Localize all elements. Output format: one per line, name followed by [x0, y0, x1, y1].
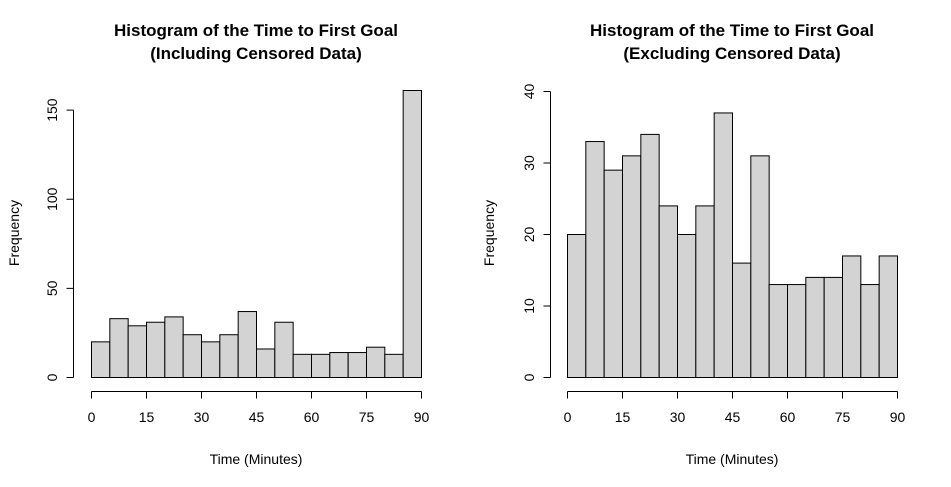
histogram-bar	[109, 318, 129, 379]
y-axis: 0 50 100 150	[44, 98, 74, 381]
histogram-bar	[732, 262, 752, 379]
histogram-bar	[329, 352, 349, 379]
histogram-bar	[384, 353, 404, 378]
histogram-bar	[787, 284, 807, 378]
histogram-excluding-censored: Histogram of the Time to First Goal (Exc…	[481, 21, 905, 467]
chart-title-line-2: (Including Censored Data)	[150, 44, 362, 63]
histogram-bar	[567, 234, 587, 378]
y-tick-label: 100	[44, 187, 60, 211]
y-axis-label: Frequency	[6, 200, 22, 266]
histogram-bar	[164, 316, 184, 379]
histogram-bar	[256, 348, 276, 379]
x-tick-label: 90	[414, 409, 430, 425]
y-axis: 0 10 20 30 40	[521, 84, 551, 381]
x-tick-label: 30	[670, 409, 686, 425]
x-axis: 0 15 30 45 60 75 90	[564, 391, 906, 425]
x-tick-label: 30	[194, 409, 210, 425]
x-tick-label: 75	[835, 409, 851, 425]
x-tick-label: 15	[615, 409, 631, 425]
y-tick-label: 0	[44, 373, 60, 381]
histogram-bar	[677, 234, 697, 378]
histogram-bar	[603, 169, 623, 378]
histogram-bar	[622, 155, 642, 378]
y-axis-label: Frequency	[481, 200, 497, 266]
y-tick-label: 150	[44, 98, 60, 122]
bars	[91, 90, 423, 379]
histogram-bar	[695, 205, 715, 378]
chart-title-line-1: Histogram of the Time to First Goal	[590, 21, 874, 40]
x-tick-label: 15	[139, 409, 155, 425]
histogram-bar	[750, 155, 770, 378]
histogram-bar	[878, 255, 898, 378]
x-tick-label: 90	[890, 409, 906, 425]
y-tick-label: 10	[521, 298, 537, 314]
histogram-bar	[347, 352, 368, 379]
chart-title-line-1: Histogram of the Time to First Goal	[114, 21, 398, 40]
x-tick-label: 45	[725, 409, 741, 425]
x-axis: 0 15 30 45 60 75 90	[88, 391, 430, 425]
histogram-bar	[182, 334, 202, 378]
histogram-bar	[127, 325, 147, 378]
x-axis-label: Time (Minutes)	[686, 451, 779, 467]
y-tick-label: 0	[521, 373, 537, 381]
histogram-bar	[201, 341, 221, 379]
histogram-bar	[274, 321, 294, 378]
histogram-bar	[402, 90, 423, 378]
x-tick-label: 60	[304, 409, 320, 425]
chart-title-line-2: (Excluding Censored Data)	[623, 44, 840, 63]
y-tick-label: 20	[521, 227, 537, 243]
histogram-including-censored: Histogram of the Time to First Goal (Inc…	[6, 21, 429, 467]
histogram-bar	[585, 141, 605, 378]
bars	[567, 112, 898, 379]
histogram-bar	[311, 353, 331, 378]
histogram-bar	[713, 112, 733, 378]
histogram-bar	[823, 276, 843, 378]
histogram-bar	[146, 321, 166, 378]
histogram-bar	[842, 255, 862, 378]
x-axis-label: Time (Minutes)	[210, 451, 303, 467]
histogram-bar	[366, 346, 386, 379]
histogram-bar	[219, 334, 239, 378]
x-tick-label: 75	[359, 409, 375, 425]
histogram-bar	[91, 341, 111, 379]
x-tick-label: 60	[780, 409, 796, 425]
x-tick-label: 0	[564, 409, 572, 425]
x-tick-label: 45	[249, 409, 265, 425]
histogram-bar	[237, 311, 257, 379]
histogram-bar	[658, 205, 678, 378]
y-tick-label: 30	[521, 155, 537, 171]
y-tick-label: 40	[521, 84, 537, 100]
histogram-bar	[805, 276, 825, 378]
histogram-bar	[860, 284, 880, 378]
histogram-bar	[640, 133, 660, 378]
histogram-bar	[292, 353, 313, 378]
y-tick-label: 50	[44, 280, 60, 296]
histogram-bar	[768, 284, 788, 378]
x-tick-label: 0	[88, 409, 96, 425]
